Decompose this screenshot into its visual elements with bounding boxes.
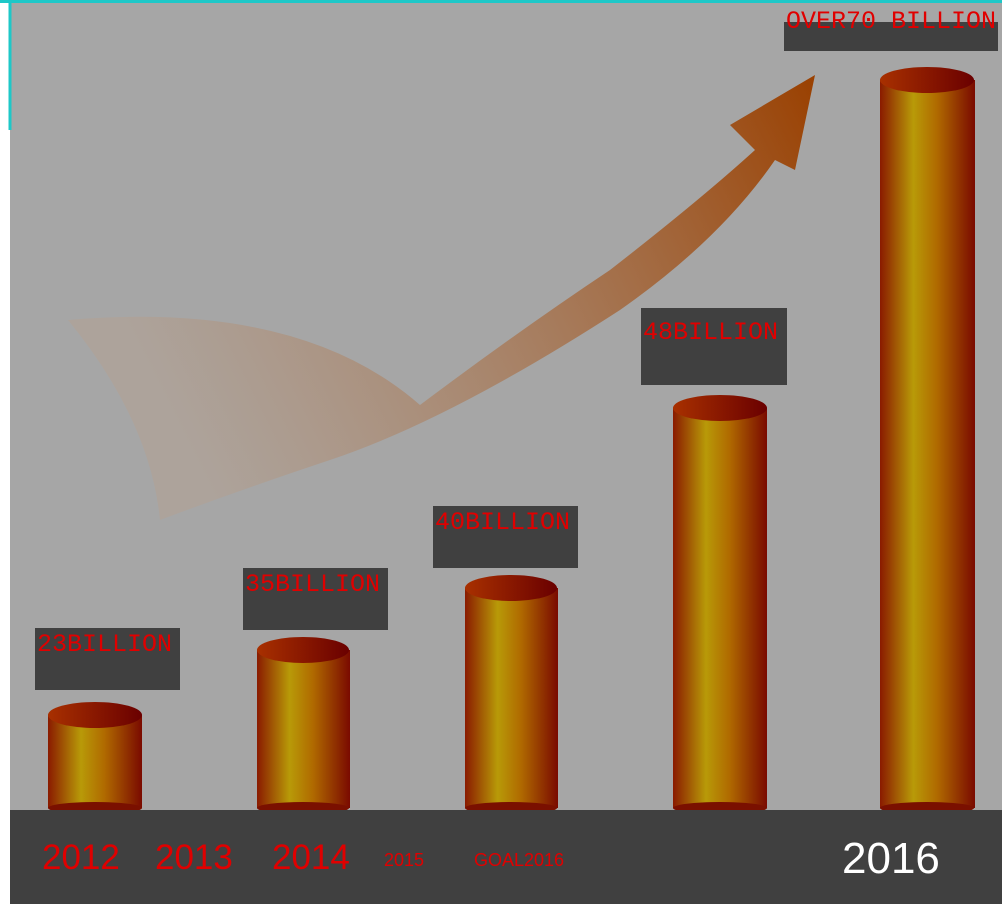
value-tag: 40BILLION [433,506,578,568]
cylinder [257,637,350,814]
goal-label: GOAL2016 [474,850,565,870]
value-tag: 48BILLION [641,308,787,385]
value-tag: OVER70 BILLION [784,8,998,51]
cylinder [673,395,767,814]
value-tag: 23BILLION [35,628,180,690]
cylinders [48,67,975,814]
growth-arrow [68,75,815,520]
year-label: 2012 [42,838,120,877]
year-label: 2013 [155,838,233,877]
year-label: 2014 [272,838,350,877]
footer-bar [10,810,1002,904]
cylinder [465,575,558,814]
cylinder [48,702,142,814]
year-label: 2015 [384,850,425,870]
year-label: 2016 [842,834,940,883]
value-tag: 35BILLION [243,568,388,630]
cylinder [880,67,975,814]
